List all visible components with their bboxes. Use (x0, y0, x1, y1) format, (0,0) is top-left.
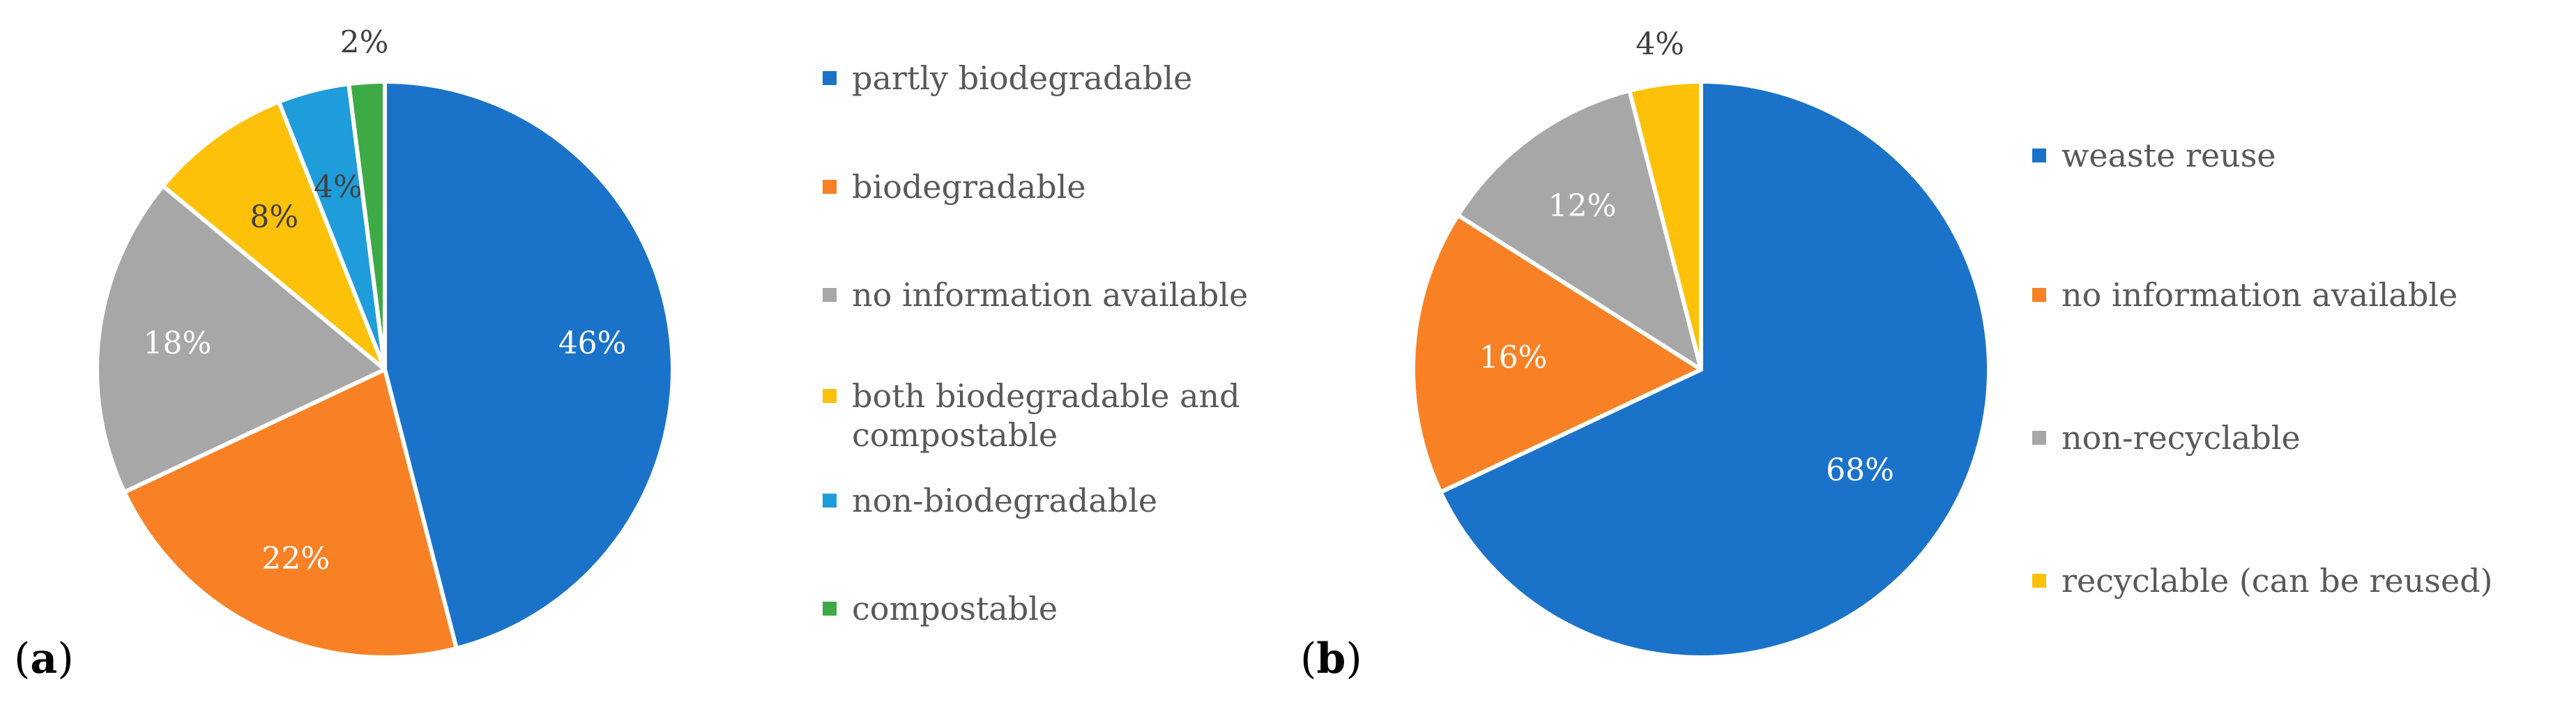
legend-item-no-information-available: no information available (823, 275, 1248, 314)
legend-label: no information available (852, 276, 1249, 314)
pie-data-label-both-biodegradable-and-compostable: 8% (250, 199, 298, 235)
panel-label-a: (a) (14, 634, 74, 683)
legend-item-non-biodegradable: non-biodegradable (823, 481, 1157, 520)
pie-slice-non-recyclable (1456, 88, 1703, 372)
legend-swatch (823, 288, 837, 302)
legend-label: weaste reuse (2061, 137, 2276, 174)
pie-slice-biodegradable (122, 367, 459, 660)
pie-slice-partly-biodegradable (383, 79, 675, 651)
pie-slice-no-information-available (1411, 213, 1703, 494)
pie-chart-a: 46% 22% 18% 8% 4% 2% (95, 24, 675, 660)
pie-slice-no-information-available (95, 183, 387, 494)
legend-swatch (823, 494, 837, 508)
pie-slice-both-biodegradable-and-compostable (160, 100, 387, 372)
pie-data-label-no-information-available: 16% (1479, 340, 1548, 376)
legend-label: non-recyclable (2061, 419, 2301, 457)
legend-swatch (2032, 288, 2046, 302)
pie-data-label-partly-biodegradable: 46% (558, 326, 627, 361)
legend-swatch (823, 389, 837, 403)
pie-data-label-compostable: 2% (340, 24, 389, 60)
pie-data-label-recyclable-can-be-reused: 4% (1636, 26, 1684, 62)
pie-data-label-weaste-reuse: 68% (1826, 452, 1894, 488)
legend-item-no-information-available: no information available (2032, 275, 2457, 314)
legend-label: partly biodegradable (852, 59, 1193, 97)
legend-swatch (823, 71, 837, 85)
legend-item-weaste-reuse: weaste reuse (2032, 136, 2276, 175)
pie-data-label-non-biodegradable: 4% (314, 169, 363, 205)
legend-label: biodegradable (852, 168, 1086, 206)
chart-a: 46% 22% 18% 8% 4% 2% partly biodegradable biod… (14, 24, 1248, 683)
pie-data-label-no-information-available: 18% (144, 326, 212, 361)
legend-swatch (823, 180, 837, 194)
pie-slice-compostable (346, 79, 387, 372)
legend-label: no information available (2061, 276, 2458, 314)
panel-label-b: (b) (1300, 634, 1362, 683)
pie-data-label-biodegradable: 22% (261, 541, 330, 577)
legend-label: recyclable (can be reused) (2061, 562, 2493, 600)
legend-label: compostable (852, 590, 1058, 627)
chart-b: 68% 16% 12% 4% weaste reuse no information a… (1290, 0, 2576, 716)
legend-item-both-biodegradable-and-compostable: both biodegradable and compostable (823, 376, 1240, 455)
pie-chart-b: 68% 16% 12% 4% (1411, 26, 1991, 660)
legend-swatch (2032, 148, 2046, 162)
legend-label: both biodegradable and compostable (852, 377, 1240, 454)
legend-swatch (2032, 574, 2046, 588)
pie-slice-weaste-reuse (1438, 79, 1991, 660)
pie-data-label-non-recyclable: 12% (1548, 188, 1617, 224)
legend-label: non-biodegradable (852, 482, 1158, 519)
legend-swatch (2032, 431, 2046, 445)
legend-item-non-recyclable: non-recyclable (2032, 418, 2301, 457)
legend-item-partly-biodegradable: partly biodegradable (823, 59, 1192, 98)
legend-item-biodegradable: biodegradable (823, 167, 1086, 206)
legend-swatch (823, 602, 837, 616)
legend-item-compostable: compostable (823, 589, 1058, 628)
pie-slice-recyclable-can-be-reused (1627, 79, 1703, 372)
legend-item-recyclable-can-be-reused: recyclable (can be reused) (2032, 561, 2493, 600)
